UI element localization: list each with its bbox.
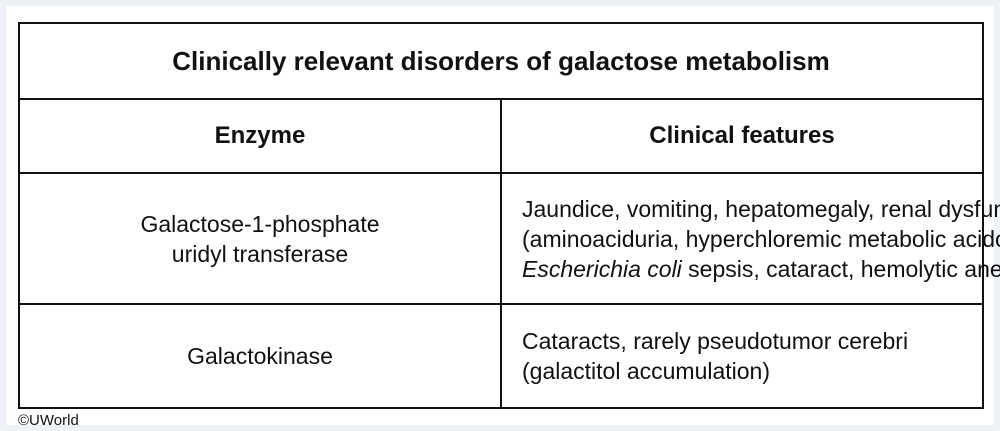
table-title: Clinically relevant disorders of galacto… xyxy=(18,22,984,100)
table-row: Galactose-1-phosphate uridyl transferase… xyxy=(18,172,1000,305)
column-header-clinical-features: Clinical features xyxy=(500,98,984,174)
clinical-features-cell: Jaundice, vomiting, hepatomegaly, renal … xyxy=(500,172,1000,305)
feature-line: (aminoaciduria, hyperchloremic metabolic… xyxy=(522,225,1000,252)
feature-line: Cataracts, rarely pseudotumor cerebri xyxy=(522,328,909,354)
header-row: Enzyme Clinical features xyxy=(18,98,984,174)
clinical-features-cell: Cataracts, rarely pseudotumor cerebri (g… xyxy=(500,303,984,409)
enzyme-name-line: uridyl transferase xyxy=(171,240,349,267)
enzyme-cell: Galactokinase xyxy=(18,303,502,409)
galactose-disorders-table: Clinically relevant disorders of galacto… xyxy=(18,22,1000,409)
copyright-notice: ©UWorld xyxy=(18,412,79,429)
table-row: Galactokinase Cataracts, rarely pseudotu… xyxy=(18,303,984,409)
feature-line: (galactitol accumulation) xyxy=(522,358,771,384)
feature-line: Escherichia coli sepsis, cataract, hemol… xyxy=(522,254,1000,284)
feature-line: Jaundice, vomiting, hepatomegaly, renal … xyxy=(522,195,1000,222)
enzyme-cell: Galactose-1-phosphate uridyl transferase xyxy=(18,172,502,305)
enzyme-name-line: Galactokinase xyxy=(187,343,333,369)
enzyme-name-line: Galactose-1-phosphate xyxy=(140,210,380,237)
column-header-enzyme: Enzyme xyxy=(18,98,502,174)
organism-name: Escherichia coli xyxy=(522,255,682,282)
feature-line-rest: sepsis, cataract, hemolytic anemia xyxy=(688,255,1000,282)
title-row: Clinically relevant disorders of galacto… xyxy=(18,22,984,100)
